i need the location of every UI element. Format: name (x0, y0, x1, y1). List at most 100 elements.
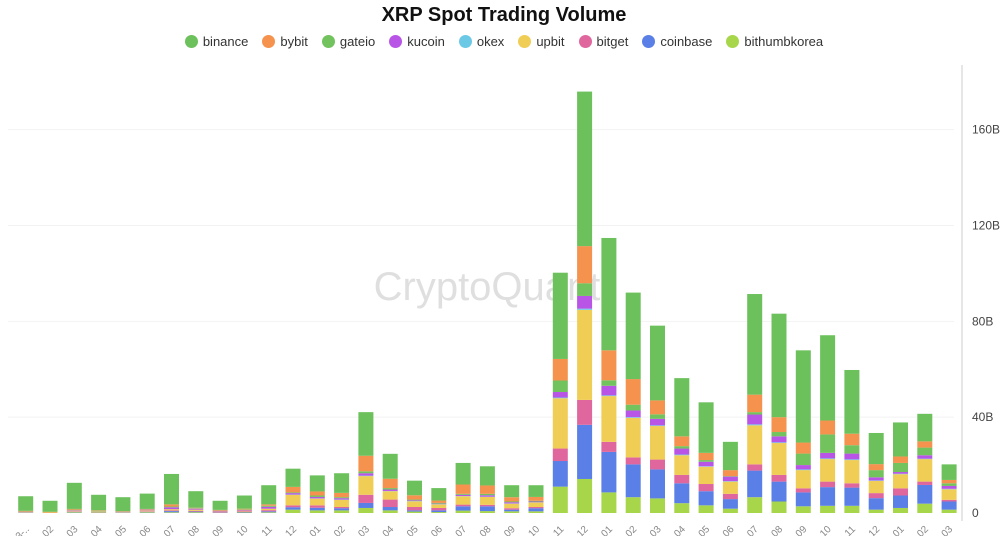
bar-segment-binance[interactable] (455, 462, 471, 485)
bar-segment-bitget[interactable] (382, 499, 398, 508)
bar-segment-kucoin[interactable] (552, 392, 568, 398)
bar-segment-gateio[interactable] (771, 432, 787, 437)
bar-segment-coinbase[interactable] (722, 499, 738, 509)
bar-segment-kucoin[interactable] (479, 495, 495, 497)
bar-segment-coinbase[interactable] (650, 469, 665, 499)
bar-segment-upbit[interactable] (868, 480, 884, 494)
legend-item-bybit[interactable]: bybit (262, 34, 308, 49)
bar-segment-upbit[interactable] (844, 460, 860, 484)
bar-segment-coinbase[interactable] (941, 501, 957, 510)
bar-segment-binance[interactable] (917, 413, 933, 442)
bar-segment-kucoin[interactable] (844, 453, 860, 460)
bar-segment-coinbase[interactable] (407, 510, 422, 512)
bar-segment-gateio[interactable] (528, 500, 544, 502)
bar-segment-bybit[interactable] (285, 486, 301, 493)
bar-segment-bithumbkorea[interactable] (601, 492, 617, 513)
bar-segment-bybit[interactable] (917, 441, 933, 448)
bar-segment-bithumbkorea[interactable] (139, 512, 155, 513)
bar-segment-binance[interactable] (407, 480, 422, 496)
bar-segment-binance[interactable] (115, 497, 131, 512)
bar-segment-bithumbkorea[interactable] (722, 508, 738, 513)
bar-segment-bitget[interactable] (698, 484, 714, 492)
bar-segment-kucoin[interactable] (407, 500, 422, 502)
bar-segment-binance[interactable] (674, 378, 690, 437)
bar-segment-bithumbkorea[interactable] (309, 510, 325, 513)
bar-segment-upbit[interactable] (358, 476, 374, 495)
legend-item-bithumbkorea[interactable]: bithumbkorea (726, 34, 823, 49)
bar-segment-upbit[interactable] (504, 503, 520, 509)
bar-segment-upbit[interactable] (309, 498, 325, 506)
bar-segment-bithumbkorea[interactable] (577, 478, 593, 513)
bar-segment-bithumbkorea[interactable] (358, 507, 374, 513)
bar-segment-binance[interactable] (261, 485, 277, 505)
bar-segment-gateio[interactable] (844, 445, 860, 454)
bar-segment-bybit[interactable] (334, 492, 350, 498)
bar-segment-bybit[interactable] (893, 456, 908, 463)
bar-segment-bitget[interactable] (164, 510, 179, 512)
bar-segment-binance[interactable] (164, 473, 179, 505)
bar-segment-upbit[interactable] (771, 443, 787, 475)
bar-segment-bitget[interactable] (407, 507, 422, 511)
bar-segment-coinbase[interactable] (820, 487, 836, 506)
bar-segment-kucoin[interactable] (358, 473, 374, 476)
bar-segment-upbit[interactable] (479, 496, 495, 505)
bar-segment-gateio[interactable] (577, 283, 593, 296)
bar-segment-gateio[interactable] (625, 404, 641, 411)
bar-segment-kucoin[interactable] (236, 509, 252, 511)
bar-segment-bithumbkorea[interactable] (504, 511, 520, 513)
bar-segment-bitget[interactable] (820, 481, 836, 488)
legend-item-gateio[interactable]: gateio (321, 34, 375, 49)
bar-segment-coinbase[interactable] (601, 451, 617, 493)
bar-segment-bybit[interactable] (941, 479, 957, 484)
bar-segment-gateio[interactable] (431, 502, 447, 504)
bar-segment-binance[interactable] (820, 335, 836, 421)
bar-segment-coinbase[interactable] (358, 502, 374, 508)
bar-segment-binance[interactable] (479, 466, 495, 486)
bar-segment-gateio[interactable] (917, 447, 933, 456)
bar-segment-upbit[interactable] (577, 309, 593, 400)
bar-segment-upbit[interactable] (407, 501, 422, 508)
bar-segment-bithumbkorea[interactable] (795, 506, 811, 513)
bar-segment-gateio[interactable] (382, 488, 398, 490)
bar-segment-bybit[interactable] (844, 433, 860, 446)
bar-segment-bitget[interactable] (236, 511, 252, 513)
legend-item-bitget[interactable]: bitget (578, 34, 628, 49)
bar-segment-bithumbkorea[interactable] (552, 486, 568, 513)
legend-item-coinbase[interactable]: coinbase (642, 34, 712, 49)
bar-segment-upbit[interactable] (261, 508, 277, 511)
bar-segment-gateio[interactable] (893, 462, 908, 473)
bar-segment-coinbase[interactable] (309, 507, 325, 511)
bar-segment-bitget[interactable] (504, 508, 520, 510)
bar-segment-bybit[interactable] (479, 485, 495, 494)
bar-segment-bybit[interactable] (212, 509, 228, 511)
bar-segment-gateio[interactable] (334, 497, 350, 499)
bar-segment-bitget[interactable] (188, 510, 204, 512)
bar-segment-kucoin[interactable] (771, 436, 787, 443)
bar-segment-upbit[interactable] (917, 459, 933, 482)
bar-segment-kucoin[interactable] (941, 485, 957, 489)
bar-segment-upbit[interactable] (164, 509, 179, 511)
bar-segment-bitget[interactable] (625, 457, 641, 465)
bar-segment-binance[interactable] (139, 493, 155, 509)
bar-segment-bybit[interactable] (236, 508, 252, 510)
bar-segment-kucoin[interactable] (601, 385, 617, 396)
bar-segment-binance[interactable] (528, 485, 544, 497)
bar-segment-kucoin[interactable] (820, 452, 836, 459)
bar-segment-gateio[interactable] (868, 470, 884, 478)
bar-segment-gateio[interactable] (941, 483, 957, 486)
bar-segment-okex[interactable] (650, 425, 665, 427)
bar-segment-bithumbkorea[interactable] (868, 509, 884, 513)
bar-segment-bitget[interactable] (261, 510, 277, 512)
bar-segment-gateio[interactable] (504, 501, 520, 503)
bar-segment-bybit[interactable] (577, 246, 593, 284)
bar-segment-okex[interactable] (625, 417, 641, 418)
bar-segment-coinbase[interactable] (188, 511, 204, 513)
bar-segment-coinbase[interactable] (334, 508, 350, 511)
bar-segment-bithumbkorea[interactable] (747, 497, 763, 513)
bar-segment-binance[interactable] (42, 500, 58, 512)
bar-segment-binance[interactable] (552, 272, 568, 359)
bar-segment-bybit[interactable] (601, 350, 617, 381)
bar-segment-binance[interactable] (334, 473, 350, 493)
bar-segment-gateio[interactable] (455, 493, 471, 495)
bar-segment-kucoin[interactable] (455, 494, 471, 496)
